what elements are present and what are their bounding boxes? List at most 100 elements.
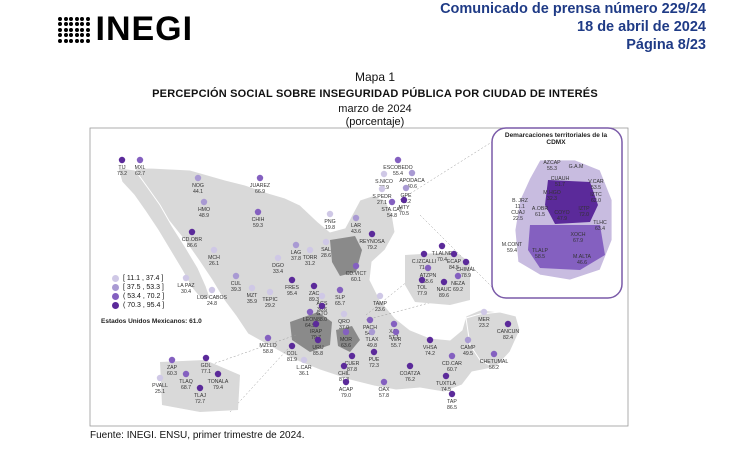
city-value: 55.4	[393, 171, 403, 177]
city-name: CHIH	[252, 217, 265, 223]
city-marker	[340, 362, 348, 370]
city-marker	[264, 334, 272, 342]
city-value: 82.4	[503, 335, 513, 341]
city-name: TIJ	[118, 165, 126, 171]
city-marker	[440, 278, 448, 286]
city-value: 37.8	[291, 256, 301, 262]
city-marker	[196, 384, 204, 392]
city-value: 59.3	[253, 223, 263, 229]
city-name: SAL	[321, 247, 331, 253]
city-marker	[314, 336, 322, 344]
city-marker	[210, 246, 218, 254]
city-value: 57.1	[389, 335, 399, 341]
city-value: 35.9	[247, 299, 257, 305]
legend-label: ( 53.4 , 70.2 ]	[123, 293, 165, 300]
city-marker	[352, 214, 360, 222]
cdmx-district-name: COYO	[554, 210, 569, 216]
city-marker	[426, 336, 434, 344]
city-name: CD.CAR	[442, 361, 462, 367]
city-marker	[402, 184, 410, 192]
city-marker	[182, 274, 190, 282]
city-marker	[208, 286, 216, 294]
map-date: marzo de 2024	[338, 103, 412, 115]
cdmx-district-value: 63.4	[595, 226, 605, 232]
city-marker	[438, 242, 446, 250]
map-unit: (porcentaje)	[345, 116, 405, 128]
city-name: GPE	[401, 193, 412, 199]
city-value: 55.6	[423, 279, 433, 285]
city-value: 64.9	[305, 323, 315, 329]
city-marker	[376, 292, 384, 300]
map-legend: [ 11.1 , 37.4 ] [ 37.5 , 53.3 ] ( 53.4 ,…	[112, 274, 164, 310]
city-value: 60.1	[351, 277, 361, 283]
city-name: PNG	[324, 219, 335, 225]
cdmx-center-districts	[545, 180, 598, 224]
city-value: 81.9	[287, 357, 297, 363]
city-value: 30.6	[317, 307, 327, 313]
city-name: URU	[312, 345, 323, 351]
city-marker	[368, 328, 376, 336]
city-name: GDL	[201, 363, 212, 369]
city-marker	[392, 328, 400, 336]
city-value: 87.8	[347, 367, 357, 373]
city-name: CUL	[231, 281, 241, 287]
city-marker	[490, 350, 498, 358]
city-marker	[380, 378, 388, 386]
city-name: GTO	[316, 311, 327, 317]
cdmx-district-value: 72.0	[579, 212, 589, 218]
city-value: 43.6	[351, 229, 361, 235]
city-name: CAMP	[461, 345, 477, 351]
city-value: 31.2	[305, 261, 315, 267]
city-name: STA.CAT	[381, 207, 403, 213]
city-name: REYNOSA	[359, 239, 385, 245]
city-value: 84.5	[449, 265, 459, 271]
city-marker	[256, 174, 264, 182]
legend-label: [ 11.1 , 37.4 ]	[123, 275, 164, 282]
city-value: 89.3	[309, 297, 319, 303]
city-value: 68.7	[181, 385, 191, 391]
cdmx-district-value: 67.9	[573, 238, 583, 244]
city-marker	[388, 198, 396, 206]
cdmx-district-value: 51.7	[555, 182, 565, 188]
city-name: OAX	[379, 387, 390, 393]
city-value: 86.5	[447, 405, 457, 411]
legend-label: [ 37.5 , 53.3 ]	[123, 284, 164, 291]
cdmx-district-name: TLHC	[593, 220, 607, 226]
city-name: MZLLO	[259, 343, 276, 349]
city-marker	[378, 185, 386, 193]
city-marker	[188, 228, 196, 236]
city-value: 88.0	[317, 317, 327, 323]
city-marker	[274, 254, 282, 262]
city-marker	[420, 250, 428, 258]
city-name: NEZA	[451, 281, 465, 287]
city-value: 57.8	[379, 393, 389, 399]
cdmx-inset-title: Demarcaciones territoriales de la CDMX	[504, 132, 608, 146]
city-value: 60.3	[167, 371, 177, 377]
city-marker	[462, 258, 470, 266]
cdmx-district-value: 62.0	[591, 198, 601, 204]
city-name: CD.VICT	[346, 271, 368, 277]
cdmx-district-name: IZTC	[590, 192, 602, 198]
city-value: 29.2	[265, 303, 275, 309]
baja-california	[117, 167, 211, 301]
city-marker	[288, 342, 296, 350]
city-value: 79.4	[213, 385, 223, 391]
city-name: TUXTLA	[436, 381, 456, 387]
city-value: 72.7	[195, 399, 205, 405]
legend-label: ( 70.3 , 95.4 ]	[123, 302, 165, 309]
city-marker	[118, 156, 126, 164]
city-value: 27.1	[377, 200, 387, 206]
city-value: 76.2	[405, 377, 415, 383]
highlight-center	[290, 312, 332, 352]
map-title: Mapa 1	[354, 70, 396, 84]
city-marker	[266, 288, 274, 296]
city-marker	[418, 276, 426, 284]
city-value: 33.4	[273, 269, 283, 275]
cdmx-district-value: 47.9	[557, 216, 567, 222]
city-marker	[310, 282, 318, 290]
city-value: 26.1	[209, 261, 219, 267]
logo-text: INEGI	[95, 10, 194, 48]
city-marker	[450, 250, 458, 258]
city-marker	[348, 352, 356, 360]
